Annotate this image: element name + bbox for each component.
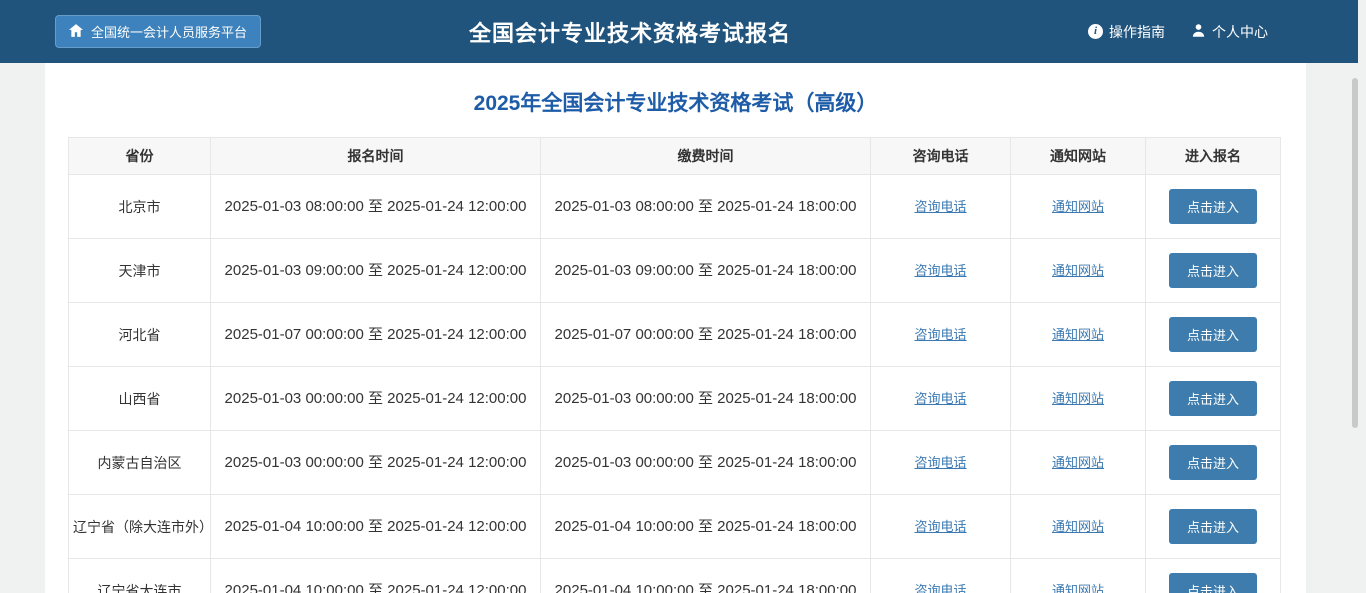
column-header: 咨询电话 — [870, 137, 1011, 175]
phone-link[interactable]: 咨询电话 — [914, 454, 967, 470]
user-icon — [1191, 23, 1206, 41]
enter-button[interactable]: 点击进入 — [1168, 573, 1257, 593]
enter-cell: 点击进入 — [1145, 302, 1281, 367]
content-card: 2025年全国会计专业技术资格考试（高级） 省份 报名时间 缴费时间 咨询电话 通知网站… — [45, 63, 1306, 593]
phone-cell: 咨询电话 — [870, 558, 1011, 593]
register-time-cell: 2025-01-03 00:00:00 至 2025-01-24 12:00:0… — [210, 430, 541, 495]
register-time-cell: 2025-01-07 00:00:00 至 2025-01-24 12:00:0… — [210, 302, 541, 367]
phone-link[interactable]: 咨询电话 — [914, 198, 967, 214]
enter-cell: 点击进入 — [1145, 174, 1281, 239]
enter-cell: 点击进入 — [1145, 494, 1281, 559]
province-cell: 辽宁省（除大连市外） — [68, 494, 213, 559]
enter-button[interactable]: 点击进入 — [1168, 189, 1257, 224]
pay-time-cell: 2025-01-07 00:00:00 至 2025-01-24 18:00:0… — [540, 302, 871, 367]
enter-cell: 点击进入 — [1145, 366, 1281, 431]
table-row: 辽宁省（除大连市外） 2025-01-04 10:00:00 至 2025-01… — [68, 494, 1281, 559]
phone-link[interactable]: 咨询电话 — [914, 326, 967, 342]
pay-time-cell: 2025-01-04 10:00:00 至 2025-01-24 18:00:0… — [540, 558, 871, 593]
phone-cell: 咨询电话 — [870, 238, 1011, 303]
register-time-cell: 2025-01-03 00:00:00 至 2025-01-24 12:00:0… — [210, 366, 541, 431]
column-header: 缴费时间 — [540, 137, 871, 175]
topbar-right-links: i 操作指南 个人中心 — [1088, 22, 1268, 42]
guide-link[interactable]: i 操作指南 — [1088, 22, 1165, 42]
table-row: 河北省 2025-01-07 00:00:00 至 2025-01-24 12:… — [68, 302, 1281, 367]
table-row: 天津市 2025-01-03 09:00:00 至 2025-01-24 12:… — [68, 238, 1281, 303]
column-header: 进入报名 — [1145, 137, 1281, 175]
table-row: 山西省 2025-01-03 00:00:00 至 2025-01-24 12:… — [68, 366, 1281, 431]
vertical-scrollbar-thumb[interactable] — [1352, 78, 1358, 428]
phone-cell: 咨询电话 — [870, 174, 1011, 239]
enter-cell: 点击进入 — [1145, 238, 1281, 303]
pay-time-cell: 2025-01-03 08:00:00 至 2025-01-24 18:00:0… — [540, 174, 871, 239]
site-cell: 通知网站 — [1010, 238, 1146, 303]
site-link[interactable]: 通知网站 — [1051, 326, 1104, 342]
site-link[interactable]: 通知网站 — [1051, 582, 1104, 593]
exam-registration-table: 省份 报名时间 缴费时间 咨询电话 通知网站 进入报名 北京市 2025-01-03 08… — [68, 137, 1281, 593]
phone-cell: 咨询电话 — [870, 494, 1011, 559]
province-cell: 内蒙古自治区 — [68, 430, 211, 495]
info-icon: i — [1088, 24, 1103, 39]
personal-center-label: 个人中心 — [1212, 23, 1268, 40]
province-cell: 山西省 — [68, 366, 211, 431]
enter-cell: 点击进入 — [1145, 430, 1281, 495]
platform-home-label: 全国统一会计人员服务平台 — [91, 25, 248, 40]
site-cell: 通知网站 — [1010, 174, 1146, 239]
register-time-cell: 2025-01-04 10:00:00 至 2025-01-24 12:00:0… — [210, 494, 541, 559]
table-row: 内蒙古自治区 2025-01-03 00:00:00 至 2025-01-24 … — [68, 430, 1281, 495]
phone-cell: 咨询电话 — [870, 430, 1011, 495]
top-navigation-bar: 全国统一会计人员服务平台 全国会计专业技术资格考试报名 i 操作指南 个人中心 — [0, 0, 1358, 63]
column-header: 省份 — [68, 137, 211, 175]
enter-button[interactable]: 点击进入 — [1168, 317, 1257, 352]
page-title: 2025年全国会计专业技术资格考试（高级） — [473, 92, 878, 115]
pay-time-cell: 2025-01-03 00:00:00 至 2025-01-24 18:00:0… — [540, 430, 871, 495]
phone-cell: 咨询电话 — [870, 302, 1011, 367]
guide-label: 操作指南 — [1109, 23, 1165, 40]
site-cell: 通知网站 — [1010, 302, 1146, 367]
enter-button[interactable]: 点击进入 — [1168, 445, 1257, 480]
phone-link[interactable]: 咨询电话 — [914, 582, 967, 593]
home-icon — [69, 23, 83, 40]
province-cell: 河北省 — [68, 302, 211, 367]
register-time-cell: 2025-01-03 09:00:00 至 2025-01-24 12:00:0… — [210, 238, 541, 303]
site-cell: 通知网站 — [1010, 494, 1146, 559]
phone-link[interactable]: 咨询电话 — [914, 518, 967, 534]
pay-time-cell: 2025-01-03 00:00:00 至 2025-01-24 18:00:0… — [540, 366, 871, 431]
pay-time-cell: 2025-01-04 10:00:00 至 2025-01-24 18:00:0… — [540, 494, 871, 559]
phone-cell: 咨询电话 — [870, 366, 1011, 431]
enter-button[interactable]: 点击进入 — [1168, 253, 1257, 288]
enter-cell: 点击进入 — [1145, 558, 1281, 593]
table-row: 北京市 2025-01-03 08:00:00 至 2025-01-24 12:… — [68, 174, 1281, 239]
column-header: 通知网站 — [1010, 137, 1146, 175]
table-row: 辽宁省大连市 2025-01-04 10:00:00 至 2025-01-24 … — [68, 558, 1281, 593]
site-cell: 通知网站 — [1010, 430, 1146, 495]
province-cell: 天津市 — [68, 238, 211, 303]
pay-time-cell: 2025-01-03 09:00:00 至 2025-01-24 18:00:0… — [540, 238, 871, 303]
site-cell: 通知网站 — [1010, 558, 1146, 593]
site-cell: 通知网站 — [1010, 366, 1146, 431]
enter-button[interactable]: 点击进入 — [1168, 381, 1257, 416]
platform-home-button[interactable]: 全国统一会计人员服务平台 — [55, 15, 262, 48]
site-link[interactable]: 通知网站 — [1051, 198, 1104, 214]
phone-link[interactable]: 咨询电话 — [914, 390, 967, 406]
personal-center-link[interactable]: 个人中心 — [1191, 22, 1268, 42]
register-time-cell: 2025-01-03 08:00:00 至 2025-01-24 12:00:0… — [210, 174, 541, 239]
site-link[interactable]: 通知网站 — [1051, 262, 1104, 278]
site-link[interactable]: 通知网站 — [1051, 390, 1104, 406]
register-time-cell: 2025-01-04 10:00:00 至 2025-01-24 12:00:0… — [210, 558, 541, 593]
phone-link[interactable]: 咨询电话 — [914, 262, 967, 278]
province-cell: 辽宁省大连市 — [68, 558, 211, 593]
site-link[interactable]: 通知网站 — [1051, 518, 1104, 534]
column-header: 报名时间 — [210, 137, 541, 175]
enter-button[interactable]: 点击进入 — [1168, 509, 1257, 544]
site-link[interactable]: 通知网站 — [1051, 454, 1104, 470]
province-cell: 北京市 — [68, 174, 211, 239]
table-header-row: 省份 报名时间 缴费时间 咨询电话 通知网站 进入报名 — [68, 137, 1281, 175]
